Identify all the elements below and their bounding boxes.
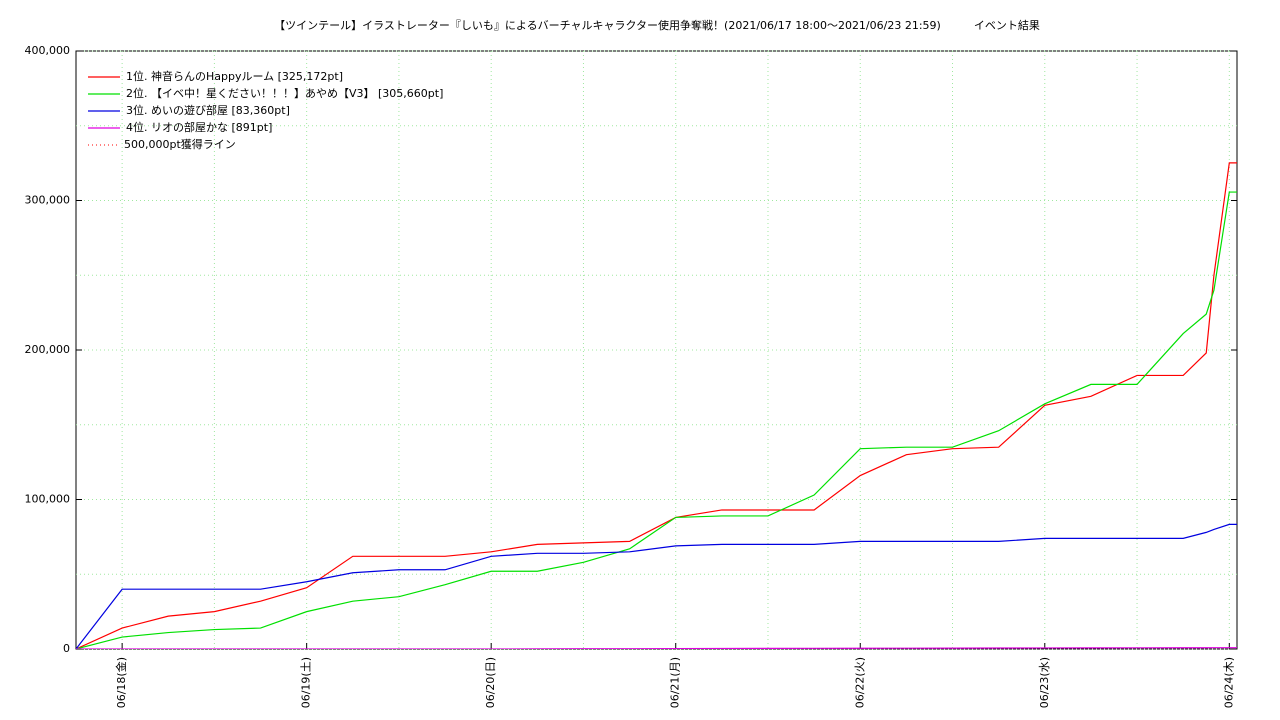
x-tick-label: 06/23(水) (1038, 657, 1051, 708)
x-tick-label: 06/24(木) (1222, 657, 1235, 708)
y-tick-label: 400,000 (25, 44, 71, 57)
x-tick-label: 06/22(火) (853, 657, 866, 708)
y-tick-label: 200,000 (25, 343, 71, 356)
legend-label: 1位. 神音らんのHappyルーム [325,172pt] (126, 69, 343, 83)
legend-label: 2位. 【イベ中！星ください！！！】あやめ【V3】 [305,660pt] (126, 86, 443, 100)
chart-title: 【ツインテール】イラストレーター『しいも』によるバーチャルキャラクター使用争奪戦… (274, 18, 1040, 32)
series-line (76, 191, 1237, 649)
series-line (76, 647, 1237, 649)
legend-label: 500,000pt獲得ライン (124, 138, 236, 151)
legend-label: 4位. リオの部屋かな [891pt] (126, 120, 272, 134)
y-tick-label: 300,000 (25, 194, 71, 207)
series-line (76, 523, 1237, 649)
x-tick-label: 06/21(月) (669, 657, 682, 708)
series-line (76, 162, 1237, 649)
y-tick-label: 100,000 (25, 493, 71, 506)
x-tick-label: 06/18(金) (114, 657, 128, 708)
y-tick-label: 0 (63, 642, 70, 655)
x-tick-label: 06/19(土) (300, 657, 313, 708)
legend-label: 3位. めいの遊び部屋 [83,360pt] (126, 103, 290, 117)
x-tick-label: 06/20(日) (484, 657, 497, 708)
